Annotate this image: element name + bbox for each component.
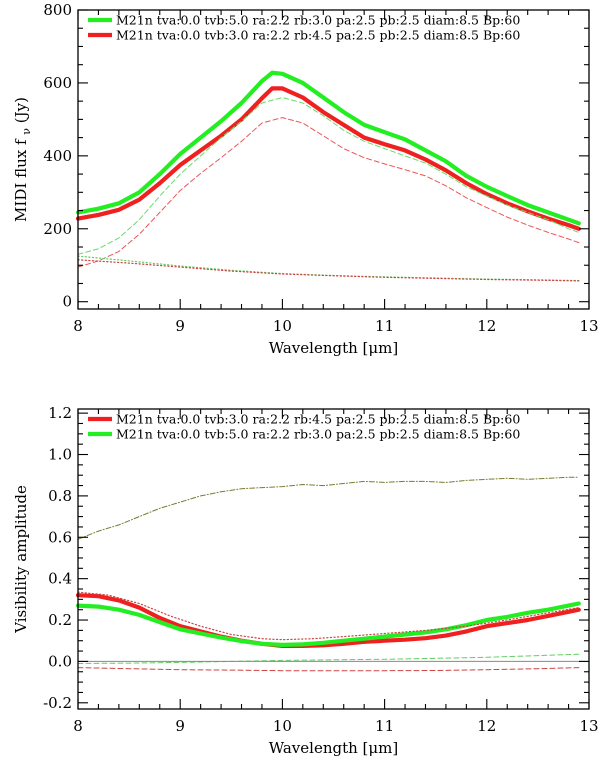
x-tick-label: 12 — [477, 717, 496, 735]
series-line-0 — [75, 70, 581, 226]
x-tick-label: 9 — [175, 717, 185, 735]
y-tick-label: 600 — [43, 74, 72, 92]
legend: M21n tva:0.0 tvb:5.0 ra:2.2 rb:3.0 pa:2.… — [88, 13, 520, 43]
series-line-3 — [77, 117, 580, 268]
series-line-1 — [75, 601, 581, 648]
series-line-4 — [77, 653, 580, 664]
y-axis: 0 200 400 600 800 — [43, 1, 589, 311]
x-tick-label: 13 — [579, 317, 598, 335]
legend-label-0: M21n tva:0.0 tvb:5.0 ra:2.2 rb:3.0 pa:2.… — [116, 13, 520, 28]
y-tick-label: 200 — [43, 220, 72, 238]
legend-label-1: M21n tva:0.0 tvb:3.0 ra:2.2 rb:4.5 pa:2.… — [116, 28, 520, 43]
x-tick-label: 8 — [73, 317, 83, 335]
y-tick-label: 0.4 — [48, 570, 72, 588]
legend-label-1: M21n tva:0.0 tvb:5.0 ra:2.2 rb:3.0 pa:2.… — [116, 427, 520, 442]
y-axis-title-unit: (Jy) — [12, 97, 30, 128]
series-line-1 — [75, 86, 581, 231]
series-line-0 — [75, 593, 581, 649]
series-line-3 — [77, 476, 580, 540]
x-axis-title: Wavelength [μm] — [269, 739, 398, 757]
x-tick-label: 9 — [175, 317, 185, 335]
y-axis-title-sub: ν — [20, 128, 33, 135]
series-line-5 — [77, 259, 580, 282]
y-axis-title: MIDI flux f ν (Jy) — [12, 97, 33, 222]
series-group — [75, 476, 590, 672]
visibility-chart: 8 9 10 11 12 13 -0.2 0.0 0.2 0.4 0.6 0.8 1.0 1.2 Wavel… — [12, 404, 599, 757]
plot-frame — [77, 408, 590, 710]
x-tick-label: 13 — [579, 717, 598, 735]
y-tick-label: 1.0 — [48, 446, 72, 464]
plot-frame — [77, 9, 590, 310]
x-axis: 8 9 10 11 12 13 — [73, 10, 599, 335]
y-tick-label: 0.6 — [48, 528, 72, 546]
x-tick-label: 11 — [375, 317, 394, 335]
y-tick-label: 1.2 — [48, 404, 72, 422]
legend: M21n tva:0.0 tvb:3.0 ra:2.2 rb:4.5 pa:2.… — [88, 412, 520, 442]
x-tick-label: 10 — [273, 317, 292, 335]
series-group — [75, 70, 581, 282]
y-tick-label: 800 — [43, 1, 72, 19]
x-axis-title: Wavelength [μm] — [269, 339, 398, 357]
x-axis: 8 9 10 11 12 13 — [73, 409, 599, 735]
y-tick-label: 400 — [43, 147, 72, 165]
y-tick-label: 0.2 — [48, 611, 72, 629]
x-tick-label: 12 — [477, 317, 496, 335]
flux-chart: 8 9 10 11 12 13 0 200 400 600 800 Wavelength [μm] MI… — [12, 1, 599, 357]
x-tick-label: 8 — [73, 717, 83, 735]
series-line-4 — [77, 255, 580, 282]
y-axis: -0.2 0.0 0.2 0.4 0.6 0.8 1.0 1.2 — [43, 404, 589, 712]
y-axis-title: Visibility amplitude — [12, 485, 30, 634]
y-tick-label: 0.8 — [48, 487, 72, 505]
y-tick-label: 0.0 — [48, 652, 72, 670]
series-line-2 — [77, 97, 580, 255]
series-line-5 — [77, 667, 580, 672]
y-tick-label: -0.2 — [43, 694, 72, 712]
series-line-2 — [77, 591, 580, 641]
legend-label-0: M21n tva:0.0 tvb:3.0 ra:2.2 rb:4.5 pa:2.… — [116, 412, 520, 427]
x-tick-label: 10 — [273, 717, 292, 735]
y-tick-label: 0 — [62, 293, 72, 311]
x-tick-label: 11 — [375, 717, 394, 735]
